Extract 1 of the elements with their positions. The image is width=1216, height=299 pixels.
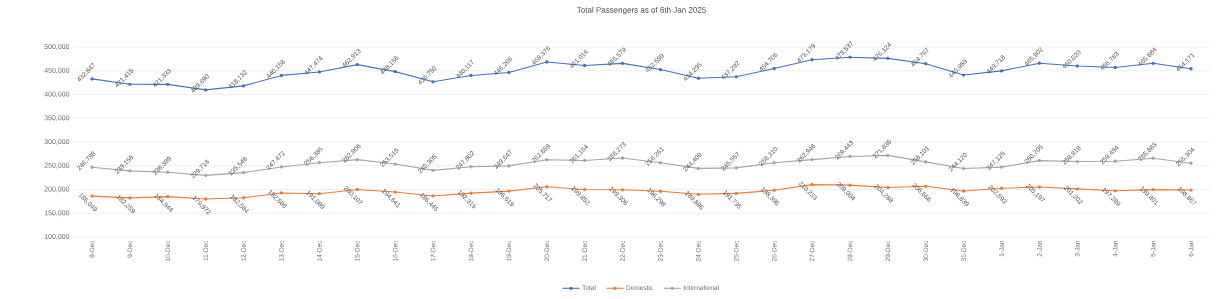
chart-title: Total Passengers as of 6th Jan 2025: [576, 6, 706, 15]
